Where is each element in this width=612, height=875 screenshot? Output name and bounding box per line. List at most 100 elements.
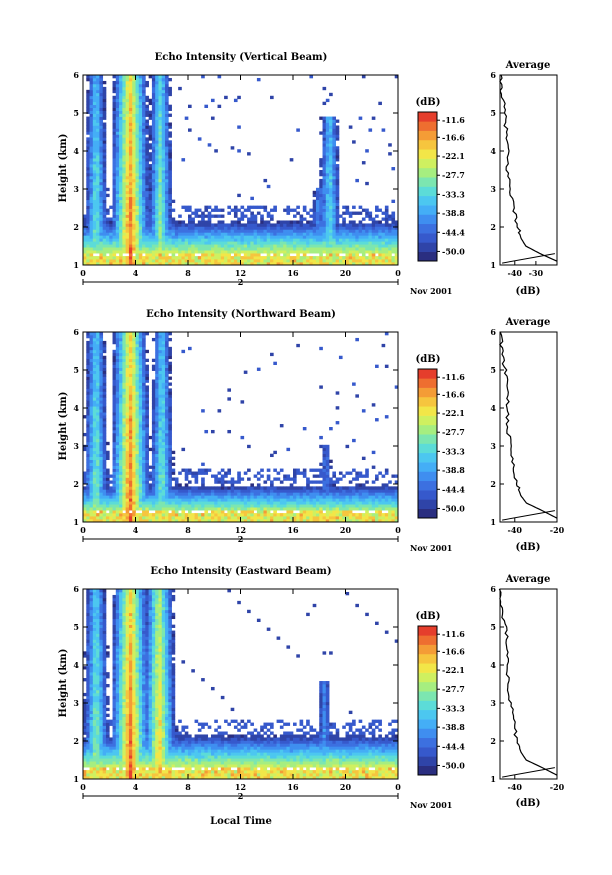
heatmap-cell (312, 256, 317, 260)
heatmap-cell (135, 187, 140, 192)
heatmap-cell (135, 125, 140, 129)
heatmap-cell (352, 229, 356, 233)
heatmap-cell (89, 462, 94, 466)
heatmap-cell (145, 104, 149, 109)
heatmap-cell (361, 75, 366, 79)
heatmap-cell (309, 262, 314, 266)
heatmap-cell (352, 247, 356, 251)
heatmap-cell (250, 489, 254, 493)
heatmap-cell (348, 211, 353, 215)
heatmap-cell (115, 232, 120, 236)
heatmap-cell (168, 184, 172, 189)
heatmap-cell (253, 217, 258, 221)
heatmap-cell (207, 238, 212, 242)
heatmap-cell (161, 519, 166, 523)
heatmap-cell (165, 113, 169, 117)
heatmap-cell (148, 519, 153, 523)
heatmap-cell (375, 235, 379, 239)
heatmap-cell (125, 247, 130, 251)
heatmap-cell (86, 110, 90, 114)
heatmap-cell (315, 202, 320, 206)
heatmap-cell (191, 211, 195, 215)
heatmap-cell (355, 178, 359, 183)
heatmap-cell (132, 241, 136, 245)
heatmap-cell (89, 110, 94, 114)
heatmap-cell (142, 199, 146, 204)
heatmap-cell (145, 418, 149, 422)
heatmap-cell (99, 349, 104, 354)
heatmap-cell (184, 256, 189, 260)
heatmap-cell (132, 178, 136, 183)
heatmap-cell (168, 208, 172, 212)
heatmap-cell (270, 495, 274, 499)
heatmap-cell (115, 379, 120, 383)
heatmap-cell (224, 489, 228, 493)
heatmap-cell (138, 355, 143, 360)
heatmap-cell (345, 235, 350, 239)
heatmap-cell (122, 391, 127, 395)
heatmap-cell (138, 403, 143, 407)
heatmap-cell (128, 421, 133, 425)
heatmap-cell (319, 178, 323, 183)
heatmap-cell (319, 217, 323, 221)
heatmap-cell (332, 250, 337, 254)
heatmap-cell (161, 501, 166, 505)
heatmap-cell (378, 259, 382, 263)
heatmap-cell (148, 447, 153, 452)
heatmap-cell (201, 480, 205, 484)
heatmap-cell (86, 256, 90, 260)
heatmap-cell (165, 128, 169, 132)
heatmap-cell (138, 450, 143, 455)
heatmap-cell (128, 149, 133, 153)
heatmap-cell (102, 406, 107, 410)
heatmap-cell (86, 125, 90, 129)
heatmap-cell (194, 498, 199, 502)
heatmap-cell (388, 250, 392, 254)
heatmap-cell (132, 247, 136, 251)
heatmap-cell (296, 250, 300, 254)
heatmap-cell (165, 397, 169, 401)
heatmap-cell (335, 223, 340, 227)
heatmap-cell (197, 232, 202, 236)
heatmap-cell (270, 483, 274, 487)
heatmap-cell (224, 474, 228, 478)
heatmap-cell (92, 382, 97, 386)
heatmap-cell (329, 217, 333, 221)
heatmap-cell (89, 352, 94, 357)
heatmap-cell (119, 164, 123, 168)
heatmap-cell (132, 340, 136, 345)
heatmap-cell (155, 214, 159, 218)
day-label: 2 (238, 277, 244, 287)
heatmap-cell (168, 355, 172, 360)
heatmap-cell (184, 492, 189, 496)
heatmap-cell (135, 161, 140, 165)
heatmap-cell (266, 220, 271, 224)
heatmap-cell (158, 346, 163, 351)
heatmap-cell (99, 397, 104, 401)
heatmap-cell (155, 361, 159, 366)
heatmap-cell (128, 86, 133, 91)
heatmap-cell (168, 441, 172, 446)
heatmap-cell (237, 486, 241, 490)
heatmap-cell (155, 456, 159, 461)
heatmap-cell (128, 468, 133, 472)
heatmap-cell (171, 247, 176, 251)
heatmap-cell (138, 128, 143, 132)
heatmap-cell (273, 253, 277, 257)
heatmap-cell (122, 519, 127, 523)
heatmap-cell (151, 415, 156, 419)
heatmap-cell (86, 193, 90, 198)
heatmap-cell (112, 137, 117, 141)
heatmap-cell (165, 516, 169, 520)
heatmap-cell (204, 495, 209, 499)
heatmap-cell (119, 438, 123, 443)
heatmap-cell (102, 471, 107, 475)
heatmap-cell (168, 238, 172, 242)
heatmap-cell (227, 388, 232, 392)
heatmap-cell (263, 223, 268, 227)
heatmap-cell (217, 208, 222, 212)
heatmap-cell (329, 193, 333, 198)
heatmap-cell (368, 128, 373, 132)
heatmap-cell (89, 427, 94, 431)
heatmap-cell (381, 223, 386, 227)
